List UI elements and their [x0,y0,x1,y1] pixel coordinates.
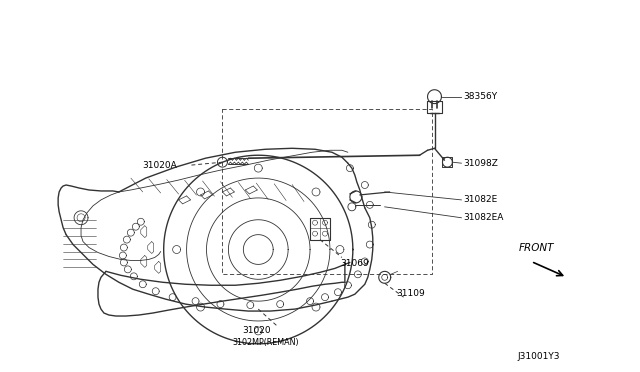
Text: 3102MP(REMAN): 3102MP(REMAN) [232,338,299,347]
Text: 31069: 31069 [340,259,369,268]
Text: 31082EA: 31082EA [463,213,504,222]
Text: J31001Y3: J31001Y3 [517,352,559,361]
Text: 38356Y: 38356Y [463,92,497,101]
Text: 31020: 31020 [243,326,271,336]
Text: 31098Z: 31098Z [463,159,499,168]
Text: 31109: 31109 [397,289,426,298]
Text: 31020A: 31020A [143,161,177,170]
Text: FRONT: FRONT [519,243,555,253]
Text: 31082E: 31082E [463,195,498,204]
